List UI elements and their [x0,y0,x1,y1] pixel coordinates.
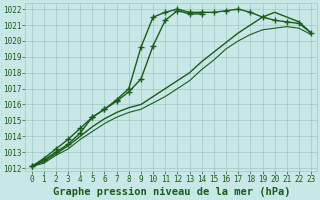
X-axis label: Graphe pression niveau de la mer (hPa): Graphe pression niveau de la mer (hPa) [52,187,290,197]
